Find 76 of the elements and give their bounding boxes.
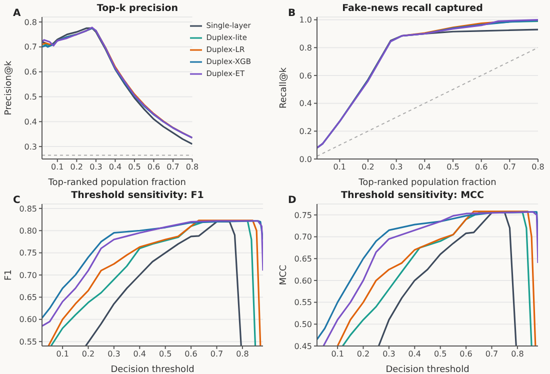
text: B — [288, 8, 296, 19]
x-tick-label: 0.2 — [70, 162, 84, 172]
y-tick-label: 0.7 — [24, 42, 37, 52]
y-tick-label: 0.5 — [24, 92, 37, 102]
y-tick-label: 0.8 — [24, 18, 37, 27]
y-tick-label: 0.70 — [19, 270, 37, 280]
x-tick-label: 0.5 — [128, 162, 141, 172]
x-tick-label: 0.6 — [184, 350, 198, 359]
x-tick-label: 0.7 — [210, 350, 224, 359]
x-tick-label: 0.3 — [90, 162, 102, 172]
chart-title: Fake-news recall captured — [342, 3, 483, 14]
text: A — [13, 8, 21, 19]
x-tick-label: 0.8 — [186, 162, 199, 172]
y-tick-label: 0.0 — [299, 154, 312, 164]
x-tick-label: 0.1 — [331, 350, 344, 359]
y-axis-title: F1 — [4, 270, 14, 280]
y-tick-label: 0.55 — [294, 298, 312, 308]
y-tick-label: 0.8 — [299, 43, 312, 52]
x-axis-title: Decision threshold — [110, 365, 194, 374]
y-tick-label: 0.4 — [299, 99, 312, 108]
y-tick-label: 0.65 — [19, 293, 37, 302]
line-series — [84, 220, 242, 346]
text: C — [13, 195, 20, 206]
x-tick-label: 0.7 — [503, 162, 516, 172]
x-tick-label: 0.7 — [485, 350, 498, 359]
y-tick-label: 0.65 — [294, 254, 312, 264]
x-tick-label: 0.6 — [147, 162, 160, 172]
x-tick-label: 0.5 — [434, 350, 447, 359]
y-tick-label: 0.55 — [19, 337, 37, 346]
x-tick-label: 0.8 — [236, 350, 249, 359]
x-tick-label: 0.3 — [108, 350, 120, 359]
y-tick-label: 0.75 — [294, 210, 312, 220]
y-tick-label: 0.2 — [299, 126, 312, 136]
x-tick-label: 0.8 — [511, 350, 524, 359]
chart-title: Threshold sensitivity: MCC — [341, 190, 484, 201]
y-tick-label: 0.60 — [19, 315, 37, 324]
y-axis-title: Precision@k — [4, 60, 14, 116]
x-tick-label: 0.5 — [158, 350, 172, 359]
x-tick-label: 0.1 — [51, 162, 64, 172]
line-series — [378, 212, 517, 346]
x-tick-label: 0.5 — [446, 162, 460, 172]
x-tick-label: 0.2 — [362, 162, 374, 172]
x-tick-label: 0.4 — [133, 350, 146, 359]
y-tick-label: 0.45 — [294, 342, 312, 351]
x-axis-title: Top-ranked population fraction — [358, 178, 496, 188]
y-tick-label: 0.70 — [294, 232, 312, 242]
x-tick-label: 0.8 — [532, 162, 544, 172]
x-tick-label: 0.2 — [356, 350, 370, 359]
x-tick-label: 0.2 — [82, 350, 95, 359]
y-tick-label: 0.3 — [24, 142, 37, 152]
y-tick-label: 0.60 — [294, 276, 312, 286]
y-tick-label: 0.80 — [19, 226, 37, 236]
x-tick-label: 0.7 — [166, 162, 180, 172]
text: D — [288, 195, 296, 206]
chart-title: Threshold sensitivity: F1 — [71, 190, 204, 201]
y-tick-label: 0.75 — [19, 248, 37, 258]
x-tick-label: 0.4 — [108, 162, 122, 172]
y-tick-label: 1.0 — [299, 16, 312, 25]
x-tick-label: 0.4 — [418, 162, 432, 172]
x-axis-title: Decision threshold — [386, 365, 470, 374]
y-axis-title: Recall@k — [279, 66, 290, 109]
x-tick-label: 0.6 — [460, 350, 472, 359]
y-tick-label: 0.50 — [294, 320, 312, 329]
x-axis-title: Top-ranked population fraction — [47, 178, 186, 188]
x-tick-label: 0.3 — [382, 350, 396, 359]
x-tick-label: 0.3 — [390, 162, 403, 172]
x-tick-label: 0.1 — [333, 162, 346, 172]
y-tick-label: 0.6 — [24, 68, 37, 77]
y-tick-label: 0.6 — [299, 71, 312, 80]
x-tick-label: 0.6 — [474, 162, 488, 172]
y-tick-label: 0.4 — [24, 117, 37, 126]
x-tick-label: 0.4 — [408, 350, 422, 359]
y-axis-title: MCC — [279, 264, 290, 286]
chart-title: Top-k precision — [96, 3, 178, 14]
y-tick-label: 0.85 — [19, 204, 37, 214]
x-tick-label: 0.1 — [56, 350, 69, 359]
